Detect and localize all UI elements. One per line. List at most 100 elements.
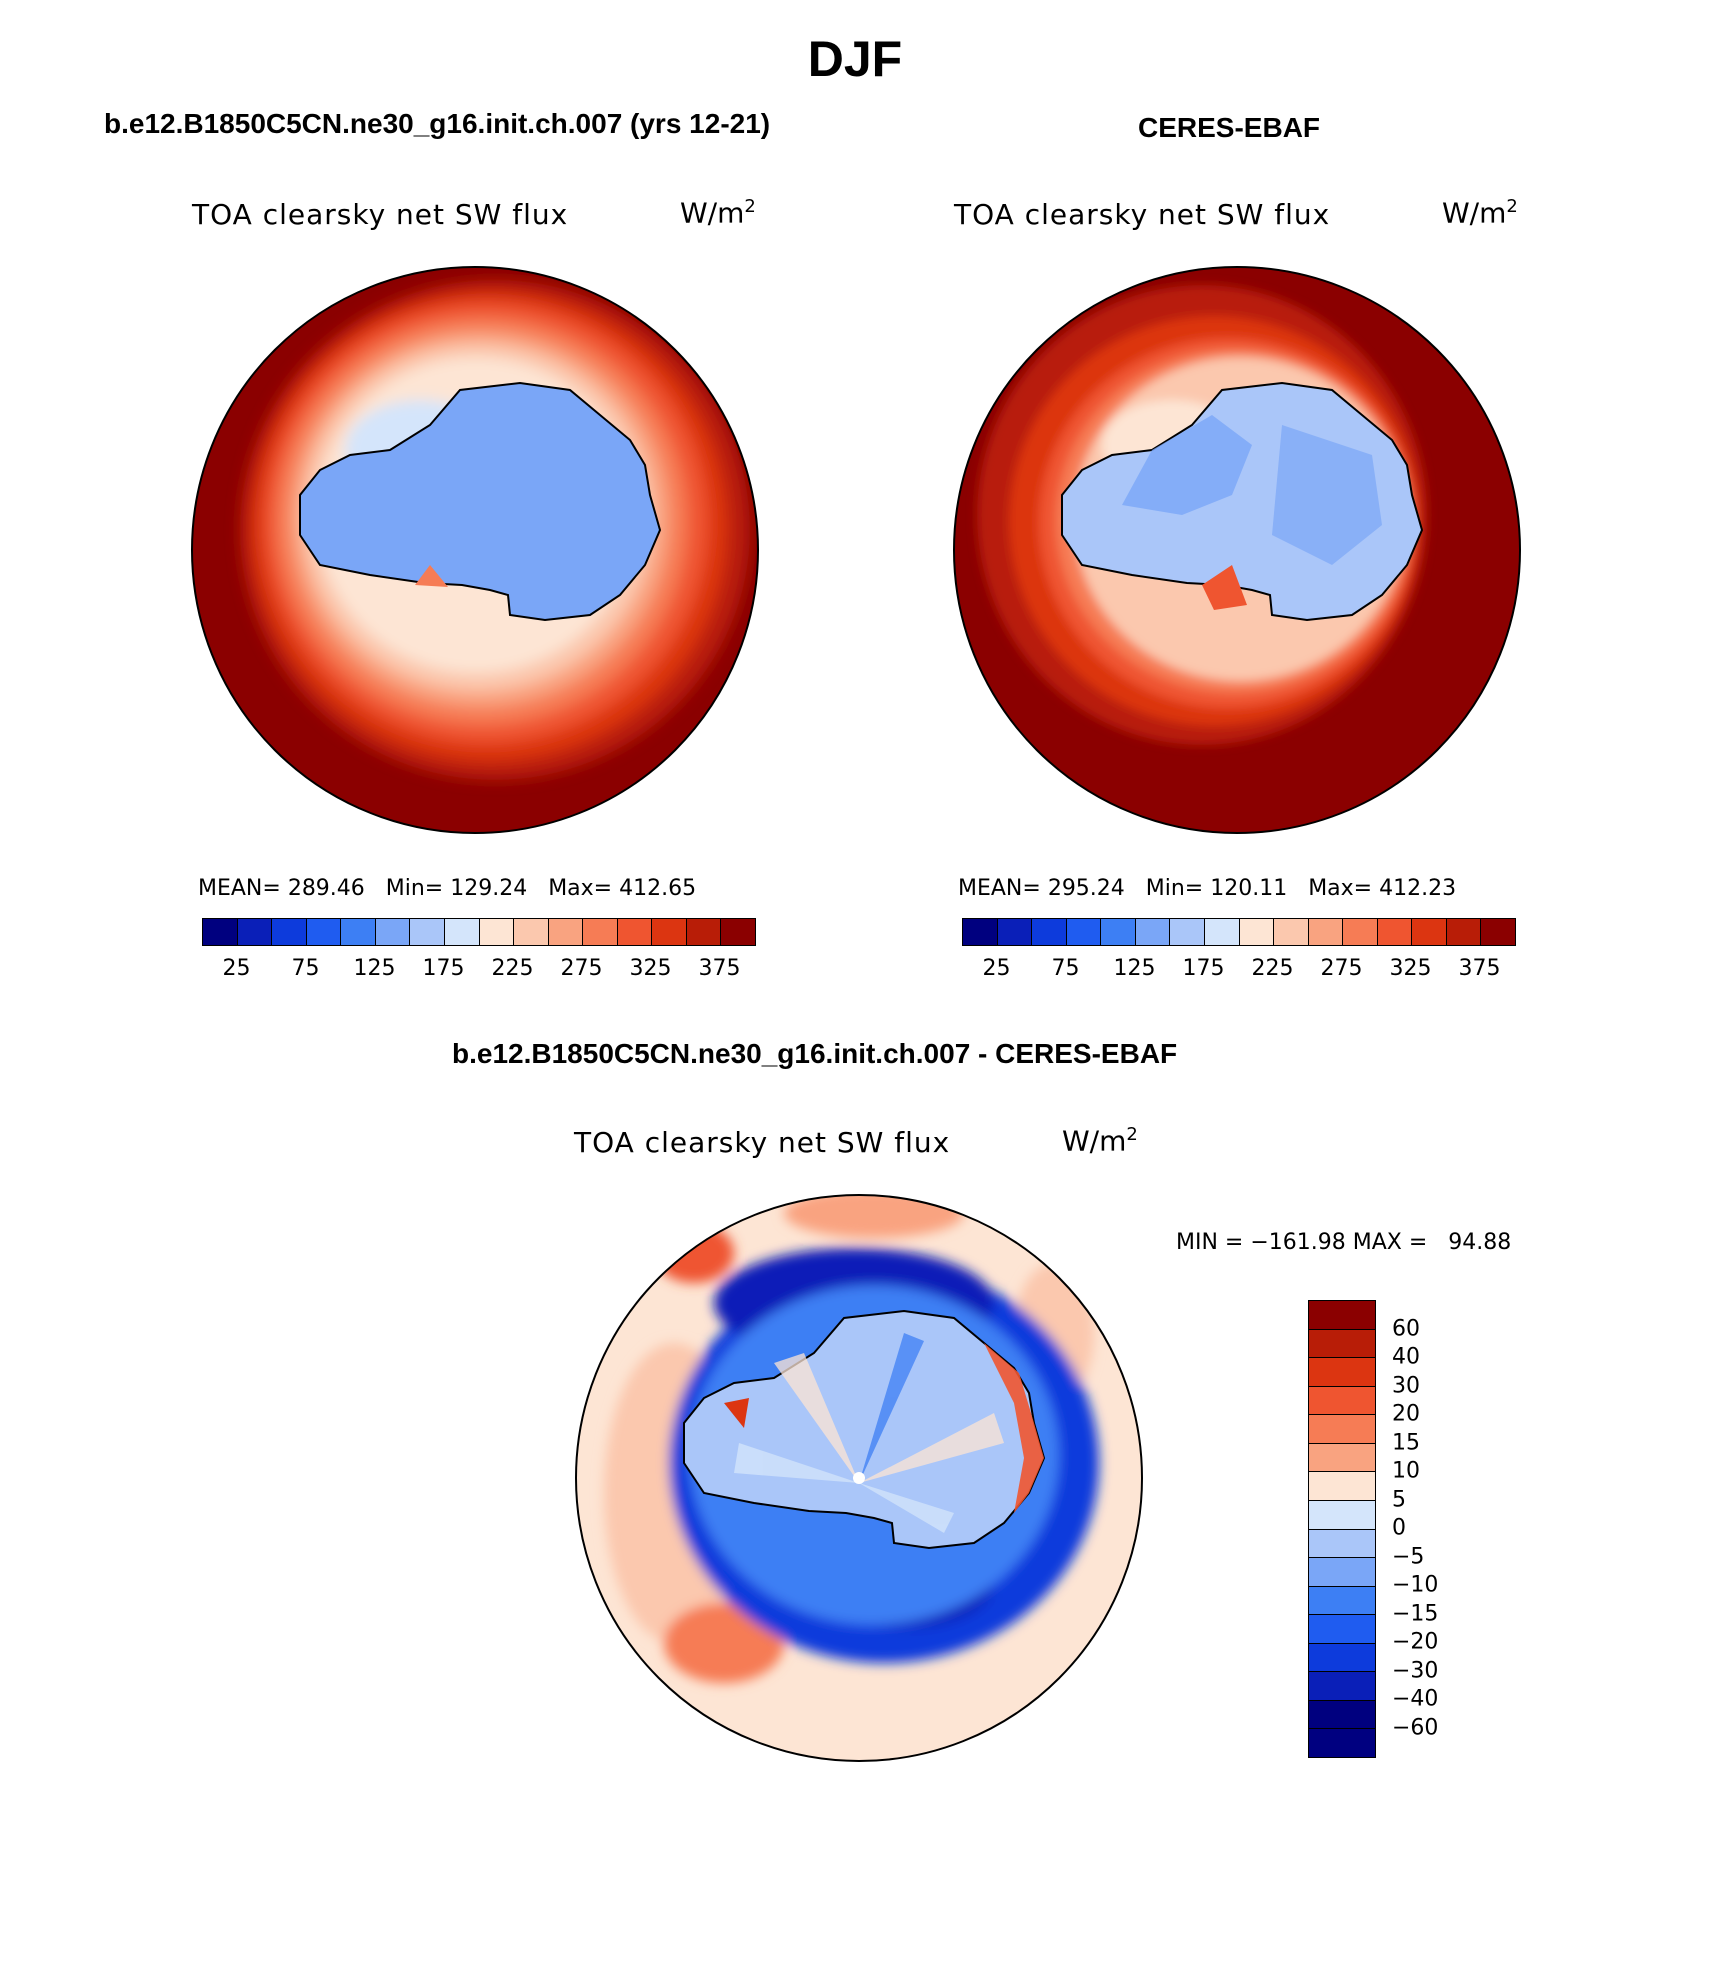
left-colorbar-tick-label: 25: [222, 956, 251, 981]
diff-colorbar-tick-label: −30: [1392, 1658, 1439, 1683]
left-panel-case-title: b.e12.B1850C5CN.ne30_g16.init.ch.007 (yr…: [104, 108, 771, 139]
diff-panel-title: b.e12.B1850C5CN.ne30_g16.init.ch.007 - C…: [452, 1038, 1178, 1069]
left-colorbar-tick-label: 225: [491, 956, 534, 981]
diff-colorbar-tick-label: 15: [1392, 1430, 1420, 1455]
left-colorbar-tick-label: 275: [560, 956, 603, 981]
diff-colorbar-swatch: [1309, 1643, 1375, 1673]
diff-colorbar-swatch: [1309, 1729, 1375, 1757]
right-colorbar-swatch: [1377, 919, 1413, 945]
right-colorbar-swatch: [997, 919, 1033, 945]
antarctica-outline: [299, 381, 662, 622]
right-colorbar-swatch: [1446, 919, 1482, 945]
left-colorbar-tick-label: 125: [353, 956, 396, 981]
right-colorbar-swatch: [1101, 919, 1136, 945]
diff-colorbar-tick-label: 10: [1392, 1458, 1420, 1484]
right-colorbar-swatch: [1239, 919, 1275, 945]
right-colorbar-swatch: [963, 919, 998, 945]
left-colorbar: [202, 918, 756, 946]
left-colorbar-swatch: [652, 919, 687, 945]
right-colorbar-swatch: [1135, 919, 1171, 945]
right-colorbar-swatch: [1412, 919, 1447, 945]
right-colorbar-swatch: [1343, 919, 1378, 945]
diff-colorbar-swatch: [1309, 1558, 1375, 1587]
left-colorbar-swatch: [479, 919, 515, 945]
diff-panel-unit-label: W/m2: [1062, 1124, 1138, 1158]
diff-colorbar-tick-label: −5: [1392, 1544, 1425, 1569]
diff-colorbar-swatch: [1309, 1700, 1375, 1730]
diff-colorbar-swatch: [1309, 1472, 1375, 1501]
diff-colorbar-tick-label: −10: [1392, 1572, 1439, 1598]
right-polar-map: [953, 266, 1521, 834]
left-panel-unit-label: W/m2: [680, 196, 756, 230]
left-colorbar-swatch: [341, 919, 376, 945]
left-colorbar-swatch: [306, 919, 342, 945]
diff-colorbar-tick-label: −60: [1392, 1715, 1439, 1740]
diff-colorbar-swatch: [1309, 1301, 1375, 1330]
right-colorbar-swatch: [1032, 919, 1067, 945]
diff-colorbar-swatch: [1309, 1586, 1375, 1616]
right-colorbar-swatch: [1066, 919, 1102, 945]
diff-colorbar-swatch: [1309, 1529, 1375, 1559]
diff-colorbar-swatch: [1309, 1415, 1375, 1444]
left-panel-variable-label: TOA clearsky net SW flux: [192, 198, 569, 231]
diff-panel-variable-label: TOA clearsky net SW flux: [574, 1126, 951, 1159]
right-colorbar-swatch: [1204, 919, 1240, 945]
diff-colorbar-tick-label: −40: [1392, 1686, 1439, 1712]
right-panel-case-title: CERES-EBAF: [1138, 112, 1321, 143]
left-colorbar-swatch: [272, 919, 307, 945]
right-colorbar-tick-label: 325: [1389, 956, 1432, 981]
diff-colorbar-tick-label: 20: [1392, 1401, 1420, 1427]
left-colorbar-tick-label: 75: [291, 956, 320, 981]
diff-colorbar-tick-label: 0: [1392, 1515, 1406, 1541]
right-colorbar-ticks: 25 75 125 175 225 275 325 375: [962, 956, 1514, 986]
left-colorbar-swatch: [583, 919, 618, 945]
diff-colorbar-tick-label: −15: [1392, 1601, 1439, 1626]
left-colorbar-ticks: 25 75 125 175 225 275 325 375: [202, 956, 754, 986]
difference-polar-map: [575, 1194, 1143, 1762]
left-colorbar-tick-label: 375: [698, 956, 741, 981]
right-colorbar: [962, 918, 1516, 946]
left-colorbar-swatch: [617, 919, 653, 945]
diff-colorbar-tick-label: 60: [1392, 1316, 1420, 1341]
diff-colorbar-swatch: [1309, 1386, 1375, 1416]
right-colorbar-swatch: [1170, 919, 1205, 945]
left-colorbar-swatch: [375, 919, 411, 945]
left-colorbar-swatch: [237, 919, 273, 945]
left-colorbar-swatch: [514, 919, 549, 945]
diff-colorbar-ticks: 60 40 30 20 15 10 5 0 −5 −10 −15 −20 −30 −40 −60: [1392, 1300, 1512, 1756]
diff-colorbar-tick-label: 5: [1392, 1487, 1406, 1512]
left-colorbar-swatch: [548, 919, 584, 945]
left-colorbar-tick-label: 325: [629, 956, 672, 981]
diff-panel-stats: MIN = −161.98 MAX = 94.88: [1176, 1230, 1512, 1255]
diff-colorbar-swatch: [1309, 1358, 1375, 1387]
right-colorbar-swatch: [1308, 919, 1344, 945]
left-colorbar-swatch: [444, 919, 480, 945]
left-polar-map: [191, 266, 759, 834]
diff-colorbar-tick-label: 40: [1392, 1344, 1420, 1370]
right-colorbar-tick-label: 375: [1458, 956, 1501, 981]
left-colorbar-tick-label: 175: [422, 956, 465, 981]
right-colorbar-tick-label: 125: [1113, 956, 1156, 981]
figure-title: DJF: [807, 31, 903, 87]
left-colorbar-swatch: [203, 919, 238, 945]
diff-colorbar-swatch: [1309, 1615, 1375, 1644]
right-colorbar-tick-label: 25: [982, 956, 1011, 981]
diff-colorbar-tick-label: −20: [1392, 1629, 1439, 1655]
antarctica-outline: [683, 1309, 1046, 1550]
left-colorbar-swatch: [721, 919, 755, 945]
diff-colorbar-tick-label: 30: [1392, 1373, 1420, 1398]
right-panel-unit-label: W/m2: [1442, 196, 1518, 230]
right-colorbar-tick-label: 75: [1051, 956, 1080, 981]
right-colorbar-tick-label: 275: [1320, 956, 1363, 981]
right-colorbar-swatch: [1481, 919, 1515, 945]
right-colorbar-tick-label: 175: [1182, 956, 1225, 981]
right-panel-variable-label: TOA clearsky net SW flux: [954, 198, 1331, 231]
right-colorbar-tick-label: 225: [1251, 956, 1294, 981]
left-colorbar-swatch: [686, 919, 722, 945]
left-panel-stats: MEAN= 289.46 Min= 129.24 Max= 412.65: [198, 876, 697, 901]
left-colorbar-swatch: [410, 919, 445, 945]
right-panel-stats: MEAN= 295.24 Min= 120.11 Max= 412.23: [958, 876, 1457, 901]
diff-colorbar-swatch: [1309, 1443, 1375, 1473]
diff-colorbar: [1308, 1300, 1376, 1758]
diff-colorbar-swatch: [1309, 1500, 1375, 1530]
